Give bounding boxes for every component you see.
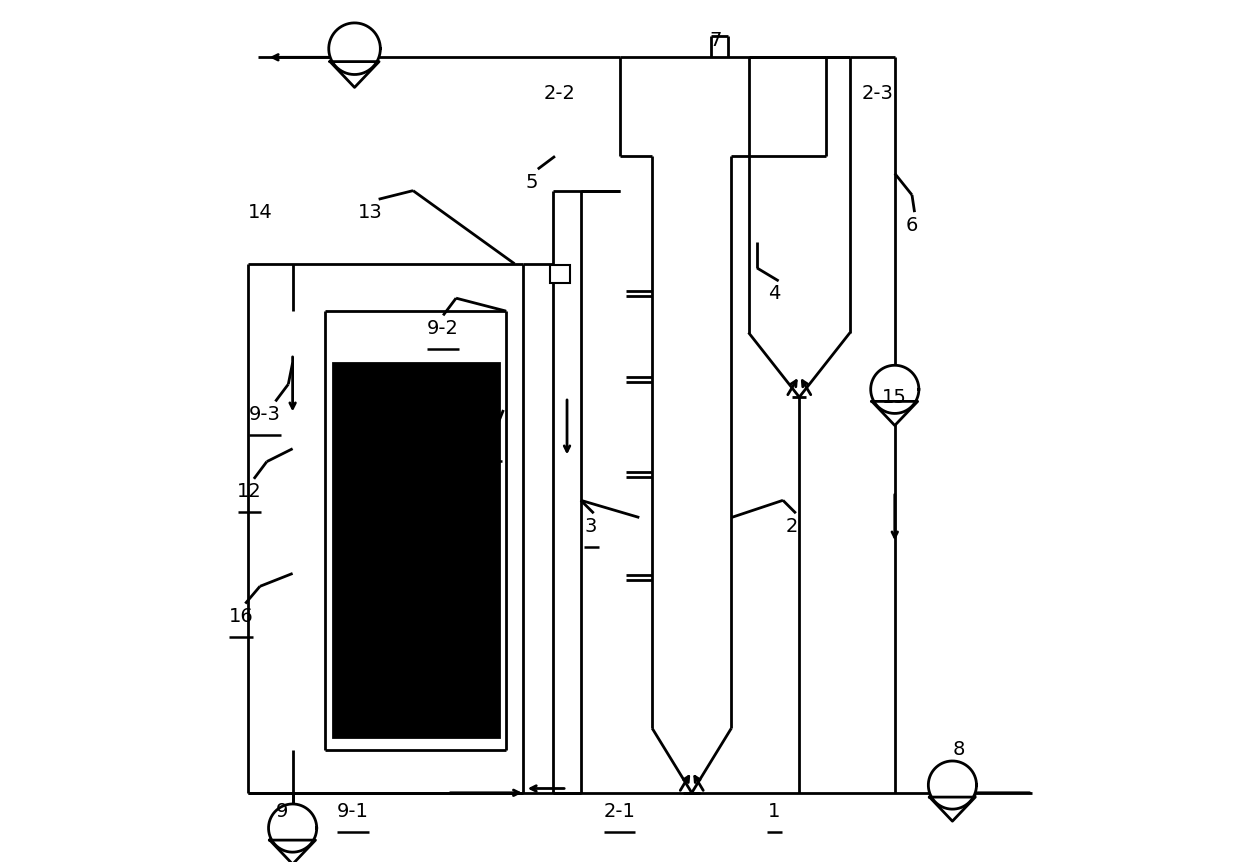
- Text: 5: 5: [525, 173, 538, 192]
- Text: 2-3: 2-3: [861, 84, 893, 103]
- Bar: [550, 266, 570, 283]
- Polygon shape: [269, 804, 317, 852]
- Text: 13: 13: [358, 203, 383, 222]
- Text: 10: 10: [359, 422, 384, 441]
- Bar: [333, 362, 499, 737]
- Text: 3: 3: [585, 517, 597, 536]
- Text: 15: 15: [882, 387, 907, 406]
- Polygon shape: [871, 365, 919, 413]
- Text: 9-1: 9-1: [337, 803, 369, 822]
- Polygon shape: [929, 797, 975, 822]
- Text: 9-2: 9-2: [427, 318, 460, 337]
- Text: 7: 7: [710, 30, 722, 49]
- Text: 4: 4: [768, 285, 781, 304]
- Text: 9-3: 9-3: [249, 405, 281, 424]
- Text: 9: 9: [276, 803, 289, 822]
- Text: 2-2: 2-2: [544, 84, 575, 103]
- Text: 14: 14: [248, 203, 273, 222]
- Polygon shape: [330, 61, 379, 87]
- Polygon shape: [270, 840, 316, 863]
- Text: 1: 1: [768, 803, 781, 822]
- Text: 11: 11: [478, 431, 503, 450]
- Polygon shape: [872, 401, 918, 425]
- Text: 16: 16: [229, 607, 254, 626]
- Text: 2-1: 2-1: [603, 803, 636, 822]
- Polygon shape: [928, 761, 976, 809]
- Text: 12: 12: [237, 482, 261, 501]
- Text: 8: 8: [953, 740, 965, 759]
- Polygon shape: [328, 23, 380, 74]
- Text: 6: 6: [906, 216, 918, 235]
- Text: 2: 2: [786, 517, 798, 536]
